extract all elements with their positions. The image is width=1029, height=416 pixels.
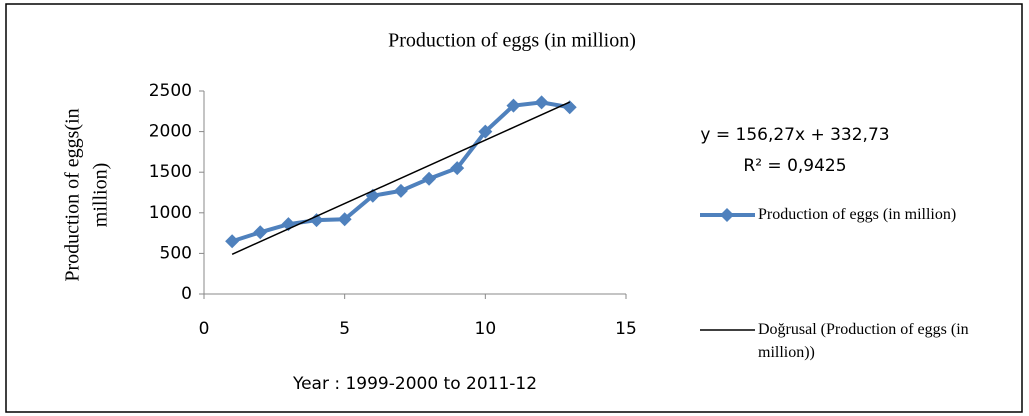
x-tick-label: 5: [339, 319, 350, 339]
legend-marker: [720, 208, 734, 222]
chart-border: [5, 3, 1023, 413]
marker: [534, 95, 549, 110]
y-axis-label: million): [90, 163, 112, 227]
marker: [225, 234, 240, 249]
equation: y = 156,27x + 332,73: [700, 125, 889, 145]
marker: [337, 212, 352, 227]
trend-line: [231, 101, 571, 255]
marker: [450, 161, 465, 176]
marker: [422, 171, 437, 186]
y-tick-label: 1000: [149, 203, 192, 223]
y-tick-label: 500: [160, 243, 192, 263]
y-tick-label: 1500: [149, 162, 192, 182]
marker: [506, 98, 521, 113]
y-tick-label: 2500: [149, 81, 192, 101]
x-tick-label: 15: [615, 319, 637, 339]
x-tick-label: 10: [475, 319, 497, 339]
chart-title: Production of eggs (in million): [388, 30, 636, 52]
marker: [253, 225, 268, 240]
y-axis-label: Production of eggs(in: [62, 108, 84, 281]
r-squared: R² = 0,9425: [743, 156, 846, 176]
y-tick-label: 0: [181, 284, 192, 304]
x-axis-label: Year : 1999-2000 to 2011-12: [292, 374, 537, 394]
marker: [393, 183, 408, 198]
y-tick-label: 2000: [149, 122, 192, 142]
legend-label: Production of eggs (in million): [758, 206, 957, 223]
legend-label: Doğrusal (Production of eggs (in million…: [758, 321, 969, 361]
marker: [309, 213, 324, 228]
x-tick-label: 0: [199, 319, 210, 339]
marker: [478, 124, 493, 139]
